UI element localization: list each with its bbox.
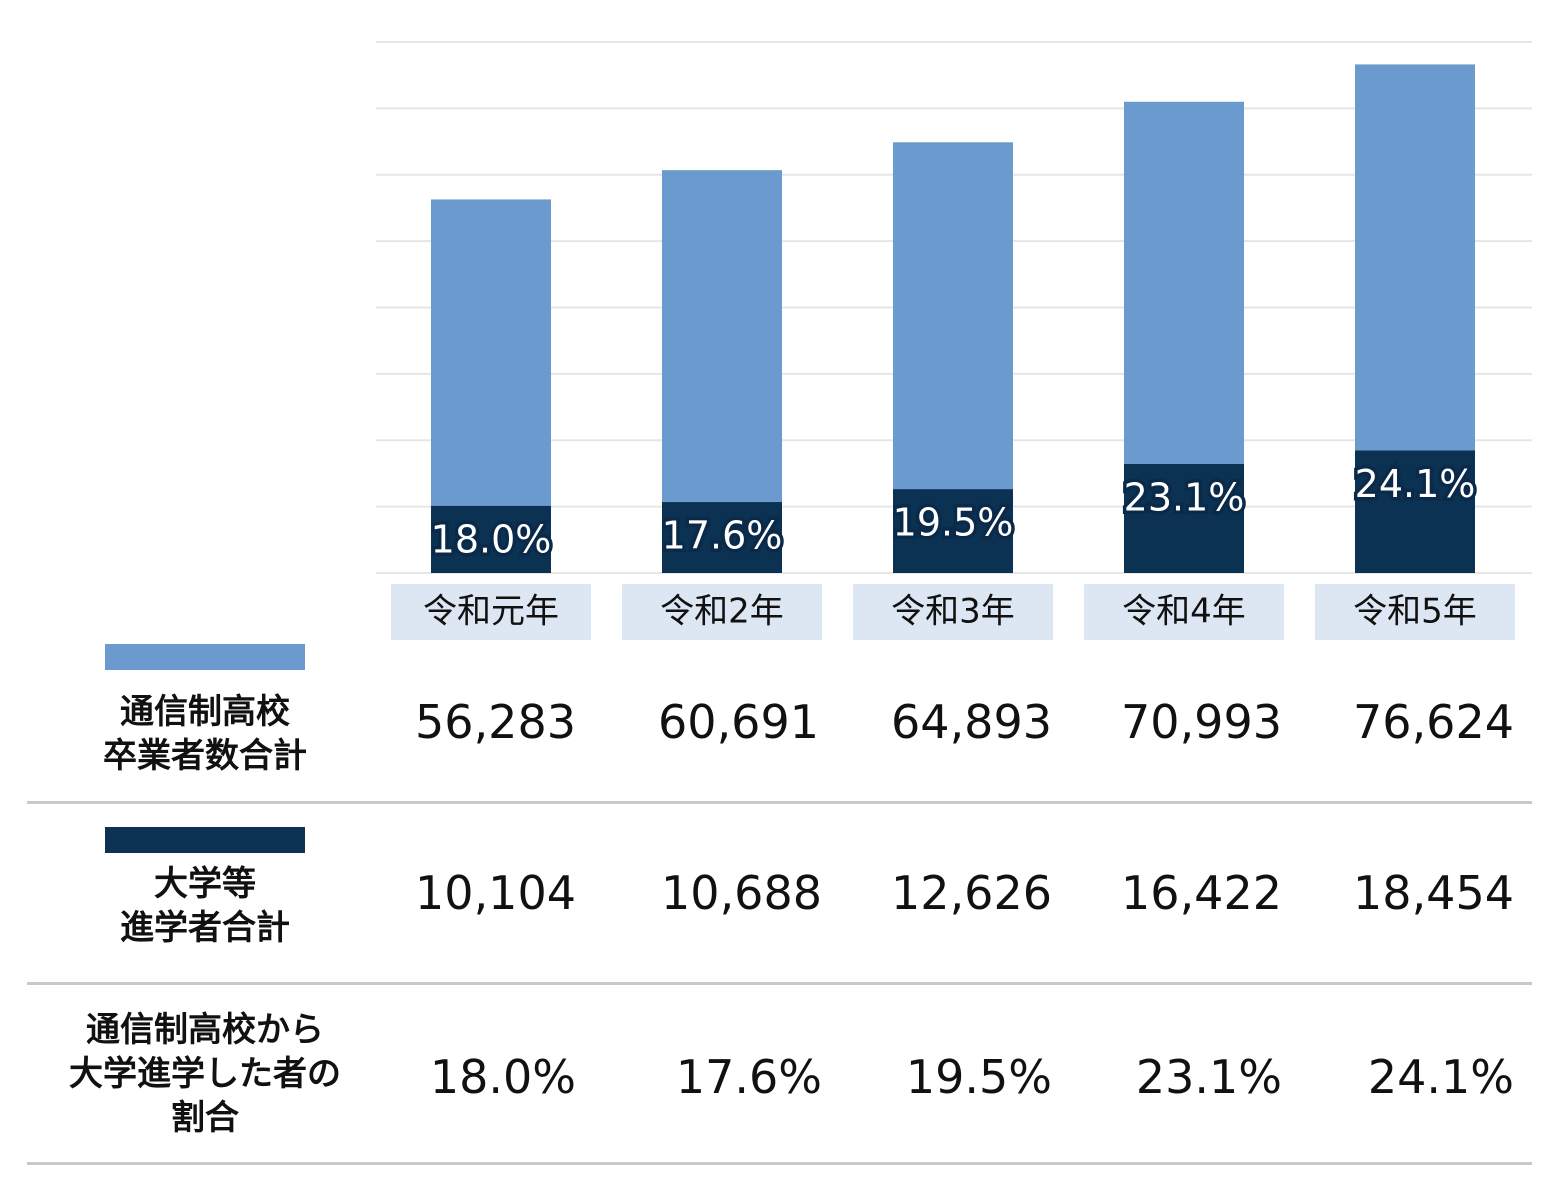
cell-graduates-1: 60,691 xyxy=(658,695,819,749)
category-box xyxy=(622,584,822,640)
bar-label: 24.1% xyxy=(1355,462,1476,506)
bar-university xyxy=(662,502,782,573)
bar-chart: 18.0% 17.6% 19.5%23.1% 24.1% 令和元年 令和2年 令和3年 令和… xyxy=(376,41,1532,640)
category-label: 令和元年 xyxy=(423,592,559,632)
cell-ratio-2: 19.5% xyxy=(905,1050,1052,1104)
category-label: 令和3年 xyxy=(891,592,1015,632)
bar-university xyxy=(893,489,1013,573)
cell-ratio-3: 23.1% xyxy=(1135,1050,1282,1104)
university-bars xyxy=(431,450,1475,573)
category-label: 令和4年 xyxy=(1122,592,1246,632)
bar-label: 19.5% xyxy=(893,501,1014,545)
cell-graduates-0: 56,283 xyxy=(415,695,576,749)
cell-university-4: 18,454 xyxy=(1353,866,1514,920)
cell-ratio-0: 18.0% xyxy=(429,1050,576,1104)
cell-university-2: 12,626 xyxy=(891,866,1052,920)
row-divider-2 xyxy=(27,982,1532,985)
bar-label: 18.0% xyxy=(431,517,552,561)
row-label-university: 大学等 進学者合計 xyxy=(120,864,290,948)
bar-university xyxy=(1124,463,1244,573)
category-box xyxy=(853,584,1053,640)
legend-swatch-university xyxy=(105,827,305,853)
category-labels: 令和元年 令和2年 令和3年 令和4年 令和5年 xyxy=(391,584,1515,640)
cell-graduates-2: 64,893 xyxy=(891,695,1052,749)
cell-university-1: 10,688 xyxy=(661,866,822,920)
legend-swatch-graduates xyxy=(105,644,305,670)
cell-graduates-3: 70,993 xyxy=(1121,695,1282,749)
row-label-graduates: 通信制高校 卒業者数合計 xyxy=(103,692,307,776)
bar-university xyxy=(431,505,551,573)
category-box xyxy=(1315,584,1515,640)
category-label: 令和5年 xyxy=(1353,592,1477,632)
cell-graduates-4: 76,624 xyxy=(1353,695,1514,749)
row-divider-3 xyxy=(27,1162,1532,1165)
category-box xyxy=(391,584,591,640)
cell-university-3: 16,422 xyxy=(1121,866,1282,920)
cell-ratio-1: 17.6% xyxy=(675,1050,822,1104)
cell-ratio-4: 24.1% xyxy=(1367,1050,1514,1104)
cell-university-0: 10,104 xyxy=(415,866,576,920)
row-label-ratio: 通信制高校から 大学進学した者の 割合 xyxy=(69,1010,341,1138)
bar-label: 17.6% xyxy=(662,514,783,558)
row-divider-1 xyxy=(27,801,1532,804)
bar-university xyxy=(1355,450,1475,573)
bar-percent-labels: 18.0% 17.6% 19.5% 23.1% 24.1% xyxy=(427,459,1479,565)
category-box xyxy=(1084,584,1284,640)
bar-label: 23.1% xyxy=(1124,475,1245,519)
category-label: 令和2年 xyxy=(660,592,784,632)
